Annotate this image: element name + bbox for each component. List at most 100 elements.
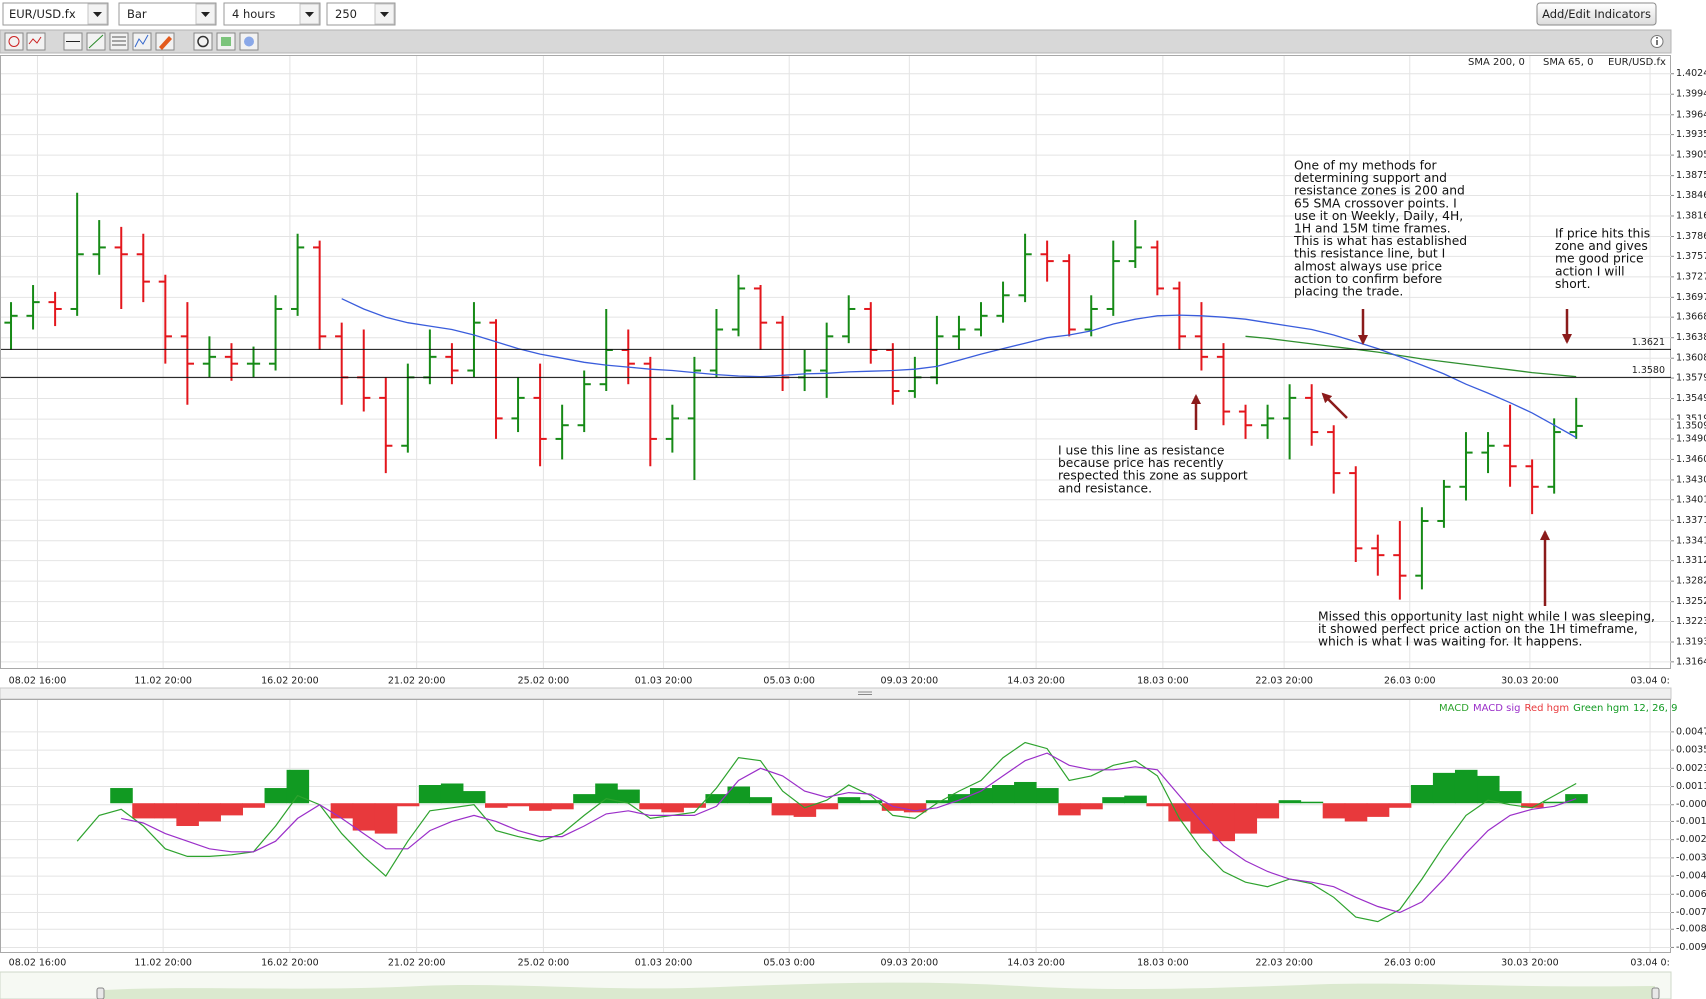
info-icon[interactable] (1650, 35, 1664, 48)
histogram-bar (793, 803, 817, 817)
histogram-bar (507, 803, 530, 807)
last-price-box (1673, 419, 1706, 432)
histogram-bar (551, 803, 574, 810)
x-tick-label: 18.03 0:00 (1137, 958, 1189, 969)
navigator-handle[interactable] (96, 987, 105, 999)
annotation-line: use it on Weekly, Daily, 4H, (1294, 209, 1463, 223)
histogram-bar (969, 788, 993, 804)
histogram-bar (176, 803, 199, 826)
grid-layer (1, 56, 1674, 952)
y-tick-label: 1.3519 (1676, 414, 1706, 425)
y-tick-label: 1.3371 (1676, 515, 1706, 526)
icon[interactable] (109, 32, 129, 51)
y-tick-label: 1.3490 (1676, 433, 1706, 444)
annotation-line: this resistance line, but I (1294, 247, 1445, 261)
annotation-line: determining support and (1294, 171, 1447, 185)
histogram-bar (1190, 803, 1213, 834)
icon[interactable] (26, 32, 46, 51)
y-tick-label: 1.3905 (1676, 150, 1706, 161)
histogram-bar (992, 785, 1015, 804)
histogram-bar (1565, 794, 1588, 804)
histogram-bar (573, 794, 596, 804)
x-tick-label: 18.03 0:00 (1137, 676, 1189, 687)
x-tick-label: 05.03 0:00 (763, 676, 815, 687)
histogram-bar (1410, 785, 1434, 804)
icon[interactable] (155, 32, 175, 51)
histogram-bar (330, 803, 354, 819)
icon[interactable] (132, 32, 152, 51)
icon[interactable] (193, 32, 213, 51)
x-tick-label: 25.02 0:00 (518, 958, 570, 969)
icon[interactable] (86, 32, 106, 51)
x-tick-label: 30.03 20:00 (1501, 958, 1559, 969)
macd-line (76, 741, 1577, 923)
histogram-bar (1543, 801, 1566, 804)
histogram-bar (484, 803, 508, 808)
interval-dropdown[interactable]: 4 hours (223, 2, 321, 26)
moving-average (341, 298, 1577, 439)
y-tick-label: 1.3935 (1676, 129, 1706, 140)
histogram-bar (683, 803, 706, 808)
x-tick-label: 16.02 20:00 (261, 958, 319, 969)
x-tick-label: 26.03 0:00 (1384, 676, 1436, 687)
navigator-handle[interactable] (1651, 987, 1660, 999)
arrow (1321, 392, 1348, 419)
annotation-line: I use this line as resistance (1058, 444, 1225, 458)
button-label: Add/Edit Indicators (1542, 7, 1651, 21)
histogram-bar (352, 803, 376, 831)
y-tick-label: 1.3164 (1676, 656, 1706, 667)
legend-entry: MACD sig (1473, 703, 1521, 714)
histogram-bar (1366, 803, 1390, 817)
symbol-dropdown[interactable]: EUR/USD.fx (2, 2, 109, 26)
icon[interactable] (216, 32, 236, 51)
legend-entry: SMA 65, 0 (1543, 57, 1593, 68)
icon[interactable] (63, 32, 83, 51)
y-tick-label: 1.3193 (1676, 637, 1706, 648)
annotation-line: One of my methods for (1294, 159, 1438, 173)
horizontal-line-label: 1.3580 (1632, 365, 1665, 376)
y-tick-label: 1.3608 (1676, 353, 1706, 364)
histogram-bar (1102, 797, 1125, 804)
y-tick-label: 1.3223 (1676, 616, 1706, 627)
x-tick-label: 30.03 20:00 (1501, 676, 1559, 687)
y-tick-label: 1.3846 (1676, 190, 1706, 201)
annotation-line: respected this zone as support (1058, 469, 1248, 483)
y-tick-label: 1.3252 (1676, 596, 1706, 607)
legend-entry: 12, 26, 9 (1633, 703, 1678, 714)
chart-type-dropdown[interactable]: Bar (118, 2, 217, 26)
x-tick-label: 05.03 0:00 (763, 958, 815, 969)
annotation-line: short. (1555, 277, 1591, 291)
last-price-label: 1.3509 (1676, 420, 1706, 431)
horizontal-line-label: 1.3621 (1632, 337, 1665, 348)
histogram-bar (242, 803, 266, 808)
histogram-bar (154, 803, 177, 819)
annotation-line: placing the trade. (1294, 285, 1403, 299)
histogram-bar (396, 803, 420, 807)
panel-splitter[interactable] (0, 687, 1672, 700)
histogram-bar (1036, 788, 1059, 804)
histogram-bar (198, 803, 221, 822)
indicators-button[interactable]: Add/Edit Indicators (1536, 2, 1657, 26)
histogram-bar (286, 769, 310, 804)
y-tick-label: 1.3964 (1676, 109, 1706, 120)
y-tick-label: 1.3994 (1676, 89, 1706, 100)
icon[interactable] (239, 32, 259, 51)
interval-value: 4 hours (232, 7, 275, 21)
histogram-bar (1014, 781, 1037, 804)
histogram-bar (1499, 791, 1522, 804)
count-dropdown[interactable]: 250 (326, 2, 396, 26)
histogram-bar (815, 803, 839, 810)
legend-entry: MACD (1439, 703, 1469, 714)
price-panel (0, 55, 1671, 669)
y-tick-label: 1.3727 (1676, 271, 1706, 282)
annotation-arrows (1191, 309, 1572, 606)
histogram-bar (374, 803, 398, 834)
histogram-bar (881, 803, 905, 811)
y-tick-label: 1.3312 (1676, 555, 1706, 566)
annotation-line: 65 SMA crossover points. I (1294, 196, 1457, 210)
icon[interactable] (4, 32, 24, 51)
annotation-line: action to confirm before (1294, 272, 1442, 286)
x-tick-label: 08.02 16:00 (9, 958, 67, 969)
